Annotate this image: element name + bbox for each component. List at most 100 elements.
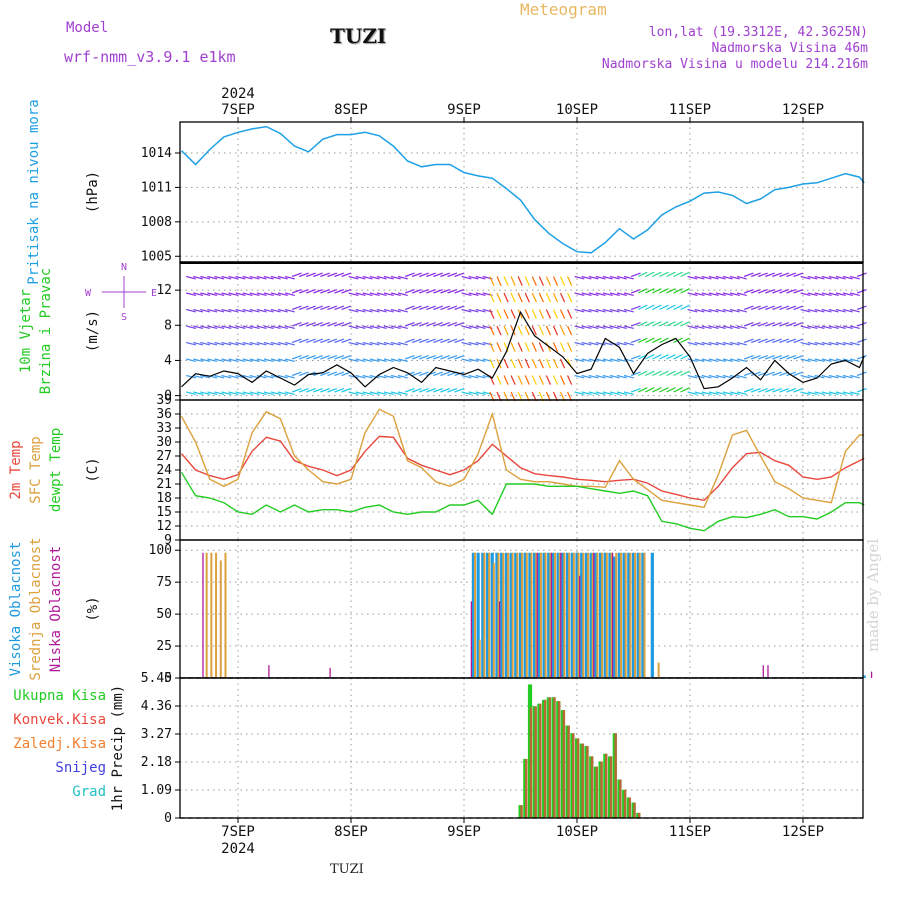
panel-bg: [180, 678, 863, 818]
wind-barb: [581, 374, 592, 379]
x-tick-label-top: 8SEP: [334, 102, 368, 118]
wind-barb: [602, 358, 613, 363]
wind-barb: [680, 370, 690, 377]
wind-barb: [708, 358, 719, 363]
wind-barb: [228, 292, 239, 297]
wind-barb: [630, 388, 641, 393]
wind-barb: [807, 391, 818, 396]
precip-conv-bar: [576, 738, 580, 818]
wind-barb: [751, 371, 761, 377]
cloud-mid-bar: [610, 552, 613, 678]
wind-barb: [475, 308, 486, 313]
wind-barb: [800, 341, 811, 346]
wind-barb: [419, 338, 429, 344]
wind-barb: [673, 304, 683, 311]
wind-barb: [334, 338, 345, 344]
wind-barb: [510, 309, 516, 319]
wind-barb: [659, 370, 669, 377]
wind-barb: [334, 371, 345, 377]
wind-barb: [701, 325, 712, 330]
wind-barb: [355, 358, 366, 363]
wind-barb: [334, 305, 345, 311]
wind-barb: [567, 375, 573, 385]
wind-barb: [186, 341, 197, 346]
wind-barb: [821, 341, 832, 346]
wind-barb: [242, 391, 253, 396]
cloud-mid-bar: [605, 552, 608, 678]
wind-barb: [772, 305, 782, 311]
wind-barb: [263, 308, 274, 313]
y-tick-label: 27: [156, 449, 172, 464]
wind-barb: [348, 292, 359, 297]
wind-barb: [751, 355, 761, 360]
wind-barb: [207, 308, 218, 313]
cloud-mid-bar: [563, 552, 566, 678]
wind-barb: [574, 325, 585, 330]
wind-barb: [461, 374, 472, 379]
wind-barb: [743, 355, 754, 360]
wind-barb: [666, 304, 676, 311]
wind-barb: [376, 308, 387, 313]
cloud-high-bar: [650, 552, 654, 678]
x-tick-label-top: 9SEP: [447, 102, 481, 118]
unit-label: 1hr Precip (mm): [110, 685, 126, 811]
wind-barb: [751, 338, 761, 344]
precip-conv-bar: [529, 707, 533, 818]
wind-barb: [412, 388, 422, 393]
wind-barb: [503, 325, 509, 336]
y-tick-label: 24: [156, 463, 172, 478]
y-tick-label: 0: [164, 811, 172, 826]
cloud-mid-bar: [521, 552, 524, 678]
wind-barb: [722, 292, 733, 297]
wind-barb: [200, 308, 211, 313]
wind-barb: [567, 276, 573, 286]
wind-barb: [588, 292, 599, 297]
wind-barb: [645, 271, 655, 278]
wind-barb: [779, 322, 790, 327]
wind-barb: [652, 337, 662, 344]
wind-barb: [630, 272, 641, 278]
cloud-low-bar: [536, 552, 538, 678]
wind-barb: [277, 325, 288, 330]
wind-barb: [637, 288, 648, 294]
wind-barb: [376, 391, 387, 396]
wind-barb: [404, 338, 415, 344]
wind-barb: [574, 308, 585, 313]
cloud-high-bar: [509, 552, 513, 678]
y-tick-label: 1005: [141, 249, 172, 264]
wind-barb: [348, 391, 359, 396]
wind-barb: [419, 388, 429, 393]
wind-barb: [595, 341, 606, 346]
wind-barb: [602, 341, 613, 346]
y-tick-label: 25: [156, 639, 172, 654]
wind-barb: [496, 342, 502, 352]
precip-conv-bar: [581, 743, 584, 818]
wind-barb: [581, 358, 592, 363]
wind-barb: [842, 374, 853, 379]
wind-barb: [828, 325, 839, 330]
wind-barb: [559, 325, 566, 336]
wind-barb: [786, 371, 797, 377]
wind-barb: [552, 309, 559, 319]
cloud-mid-bar: [506, 552, 509, 678]
cloud-mid-bar: [224, 552, 227, 678]
y-tick-label: 1014: [141, 146, 172, 161]
wind-barb: [595, 308, 606, 313]
wind-barb: [616, 292, 627, 297]
wind-barb: [383, 292, 394, 297]
wind-barb: [736, 308, 747, 313]
wind-barb: [574, 275, 585, 280]
wind-barb: [842, 292, 853, 297]
wind-barb: [193, 308, 204, 313]
wind-barb: [708, 275, 719, 280]
wind-barb: [440, 371, 451, 377]
wind-barb: [489, 325, 495, 336]
wind-barb: [468, 358, 479, 363]
x-tick-label-bottom: 11SEP: [669, 824, 711, 840]
wind-barb: [645, 288, 655, 294]
wind-barb: [270, 358, 281, 363]
wind-barb: [362, 391, 373, 396]
panel-label: SFC Temp: [28, 436, 44, 503]
wind-barb: [193, 374, 204, 379]
wind-barb: [284, 292, 295, 297]
